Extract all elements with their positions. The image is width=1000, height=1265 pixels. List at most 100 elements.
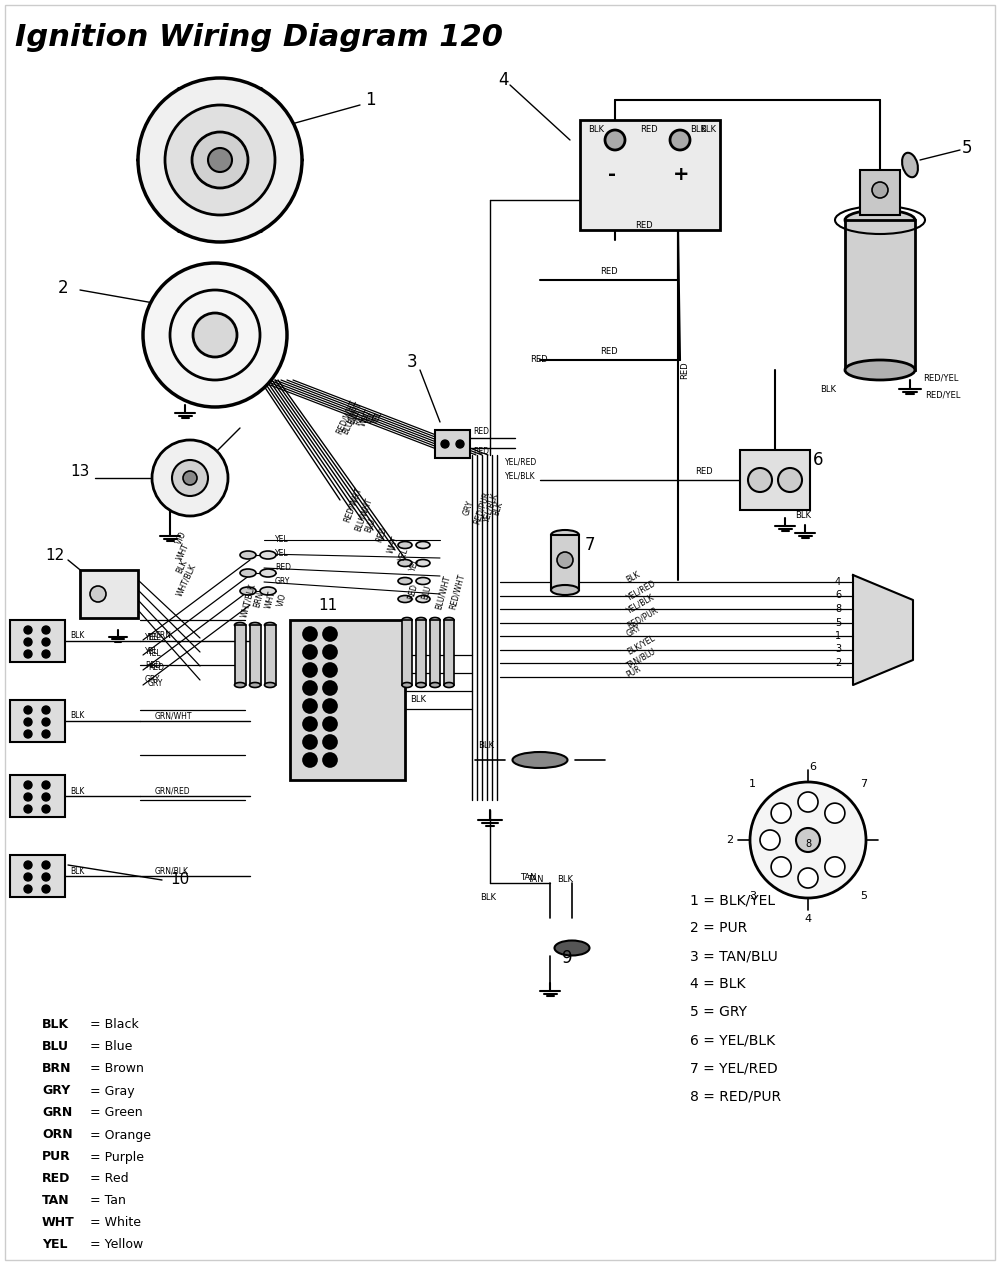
Text: WHT: WHT [42, 1217, 75, 1230]
Circle shape [796, 829, 820, 853]
Text: 3 = TAN/BLU: 3 = TAN/BLU [690, 949, 778, 963]
Text: WHT/BLK: WHT/BLK [175, 563, 198, 597]
Bar [430, 620, 440, 686]
Text: BLK: BLK [820, 386, 836, 395]
Text: GRN/WHT: GRN/WHT [155, 711, 192, 721]
Bar [80, 571, 138, 619]
Text: WHT: WHT [386, 535, 401, 555]
Text: 12: 12 [45, 548, 64, 563]
Text: YEL: YEL [148, 649, 162, 658]
Circle shape [303, 717, 317, 731]
Text: YEL: YEL [145, 634, 159, 643]
Ellipse shape [402, 683, 412, 687]
Ellipse shape [551, 584, 579, 595]
Circle shape [441, 440, 449, 448]
Text: 4: 4 [804, 915, 812, 923]
Text: YEL: YEL [148, 634, 162, 643]
Text: 13: 13 [70, 464, 89, 479]
Circle shape [183, 471, 197, 484]
Text: BLK/YEL: BLK/YEL [625, 632, 656, 657]
Text: VIO: VIO [276, 592, 288, 607]
Circle shape [323, 645, 337, 659]
Text: PUR: PUR [42, 1150, 71, 1164]
Ellipse shape [512, 751, 568, 768]
Text: VIO: VIO [175, 530, 189, 546]
Circle shape [42, 861, 50, 869]
Text: BLK: BLK [175, 558, 189, 574]
Text: RED/WHT: RED/WHT [334, 398, 358, 436]
Bar [264, 625, 276, 686]
Circle shape [24, 730, 32, 737]
Text: RED: RED [473, 428, 489, 436]
Circle shape [24, 886, 32, 893]
Text: BLK: BLK [70, 711, 84, 721]
Text: BRN: BRN [252, 591, 265, 608]
Text: RED/PUR: RED/PUR [472, 491, 491, 526]
Ellipse shape [250, 622, 260, 627]
Circle shape [303, 681, 317, 694]
Text: BLK: BLK [70, 787, 84, 796]
Text: GRY: GRY [145, 676, 160, 684]
Circle shape [323, 627, 337, 641]
Circle shape [323, 681, 337, 694]
Ellipse shape [398, 541, 412, 549]
Text: GRY: GRY [275, 578, 290, 587]
Text: PUR: PUR [625, 664, 643, 679]
Ellipse shape [398, 578, 412, 584]
Text: 8 = RED/PUR: 8 = RED/PUR [690, 1089, 781, 1103]
Text: 7: 7 [860, 779, 867, 789]
Circle shape [24, 706, 32, 713]
Ellipse shape [444, 617, 454, 622]
Text: RED/YEL: RED/YEL [925, 391, 960, 400]
Ellipse shape [398, 596, 412, 602]
Circle shape [192, 132, 248, 188]
Circle shape [303, 700, 317, 713]
Text: = Tan: = Tan [90, 1194, 126, 1208]
Bar [234, 625, 246, 686]
Circle shape [138, 78, 302, 242]
Text: WHT: WHT [358, 407, 374, 428]
Circle shape [24, 781, 32, 789]
Text: BLK: BLK [625, 569, 642, 584]
Bar [290, 620, 405, 781]
Circle shape [24, 873, 32, 880]
Circle shape [778, 468, 802, 492]
Text: WHT: WHT [264, 591, 277, 610]
Circle shape [42, 650, 50, 658]
Ellipse shape [240, 552, 256, 559]
Text: RED: RED [275, 563, 291, 573]
Bar [845, 220, 915, 369]
Text: TAN: TAN [520, 874, 536, 883]
Text: RED/PUR: RED/PUR [625, 605, 659, 630]
Text: 1: 1 [835, 631, 841, 641]
Circle shape [24, 626, 32, 634]
Circle shape [825, 856, 845, 877]
Text: GRY: GRY [148, 678, 163, 687]
Ellipse shape [554, 940, 590, 955]
Bar [416, 620, 426, 686]
Circle shape [193, 312, 237, 357]
Circle shape [760, 830, 780, 850]
Ellipse shape [260, 587, 276, 595]
Ellipse shape [416, 559, 430, 567]
Text: WHT: WHT [175, 541, 191, 562]
Text: BLK: BLK [478, 741, 494, 750]
Circle shape [42, 805, 50, 813]
Text: GRN: GRN [155, 631, 172, 640]
Text: 9: 9 [562, 949, 572, 966]
Circle shape [24, 719, 32, 726]
Circle shape [42, 638, 50, 646]
Ellipse shape [444, 683, 454, 687]
Text: BLK: BLK [480, 893, 496, 902]
Text: = Purple: = Purple [90, 1150, 144, 1164]
Text: YEL: YEL [364, 410, 378, 425]
Text: RED: RED [530, 355, 548, 364]
Ellipse shape [234, 622, 246, 627]
Text: 10: 10 [170, 873, 189, 888]
Ellipse shape [240, 569, 256, 577]
Bar [250, 625, 260, 686]
Ellipse shape [234, 683, 246, 687]
Circle shape [303, 735, 317, 749]
Text: BLK: BLK [700, 125, 716, 134]
Circle shape [771, 856, 791, 877]
